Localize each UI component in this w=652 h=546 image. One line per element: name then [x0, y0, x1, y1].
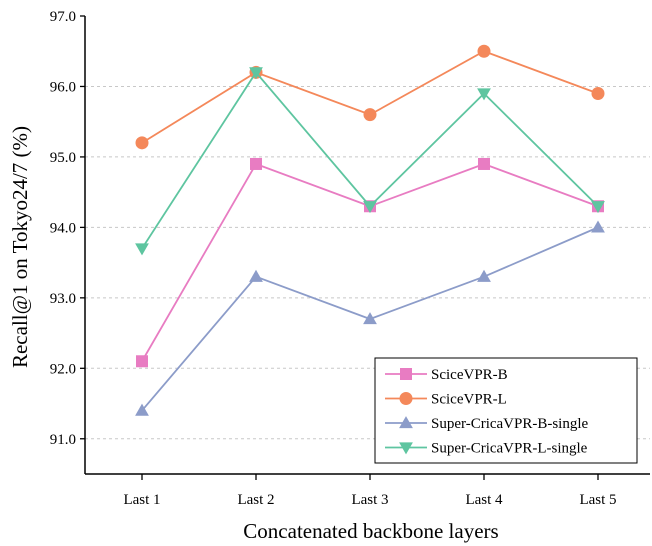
- legend-label: Super-CricaVPR-B-single: [431, 416, 589, 432]
- y-tick-label: 92.0: [50, 361, 76, 377]
- data-point: [135, 403, 149, 416]
- data-point: [478, 157, 490, 170]
- data-point: [363, 312, 377, 325]
- legend-label: SciceVPR-L: [431, 392, 507, 408]
- legend-box: [374, 357, 638, 464]
- legend: SciceVPR-B SciceVPR-L Super-CricaVPR-B-sin…: [374, 357, 638, 464]
- series-super-cricavpr-b-single: [135, 220, 605, 416]
- y-tick-label: 96.0: [50, 79, 76, 95]
- series-layer: [135, 44, 605, 416]
- axes: [80, 15, 650, 480]
- x-tick-label: Last 1: [123, 492, 160, 508]
- y-axis-title: Recall@1 on Tokyo24/7 (%): [8, 126, 32, 368]
- x-tick-label: Last 3: [351, 492, 388, 508]
- data-point: [363, 201, 377, 214]
- data-point: [591, 201, 605, 214]
- legend-marker: [399, 392, 413, 405]
- data-point: [136, 355, 148, 368]
- data-point: [135, 243, 149, 256]
- series-scicevpr-l: [135, 44, 605, 150]
- series-line: [141, 50, 599, 144]
- x-axis-title: Concatenated backbone layers: [243, 519, 498, 543]
- y-tick-label: 97.0: [50, 9, 76, 25]
- data-point: [249, 269, 263, 282]
- tick-labels: 91.0 92.0 93.0 94.0 95.0 96.0 97.0 Last 1 Last 2…: [50, 9, 617, 508]
- x-tick-label: Last 5: [579, 492, 616, 508]
- y-tick-label: 93.0: [50, 291, 76, 307]
- data-point: [477, 269, 491, 282]
- legend-label: SciceVPR-B: [431, 367, 508, 383]
- y-tick-label: 91.0: [50, 432, 76, 448]
- series-super-cricavpr-l-single: [135, 67, 605, 256]
- x-tick-label: Last 2: [237, 492, 274, 508]
- data-point: [477, 44, 491, 58]
- series-line: [141, 70, 599, 250]
- series-line: [141, 162, 599, 362]
- legend-marker: [399, 442, 413, 455]
- y-tick-label: 95.0: [50, 150, 76, 166]
- data-point: [135, 136, 149, 150]
- data-point: [591, 220, 605, 233]
- data-point: [249, 67, 263, 80]
- data-point: [591, 87, 605, 101]
- legend-label: Super-CricaVPR-L-single: [431, 441, 588, 457]
- legend-marker: [399, 416, 413, 429]
- data-point: [363, 108, 377, 122]
- data-point: [477, 88, 491, 101]
- data-point: [250, 157, 262, 170]
- legend-marker: [400, 368, 412, 380]
- y-tick-label: 94.0: [50, 220, 76, 236]
- x-tick-label: Last 4: [465, 492, 503, 508]
